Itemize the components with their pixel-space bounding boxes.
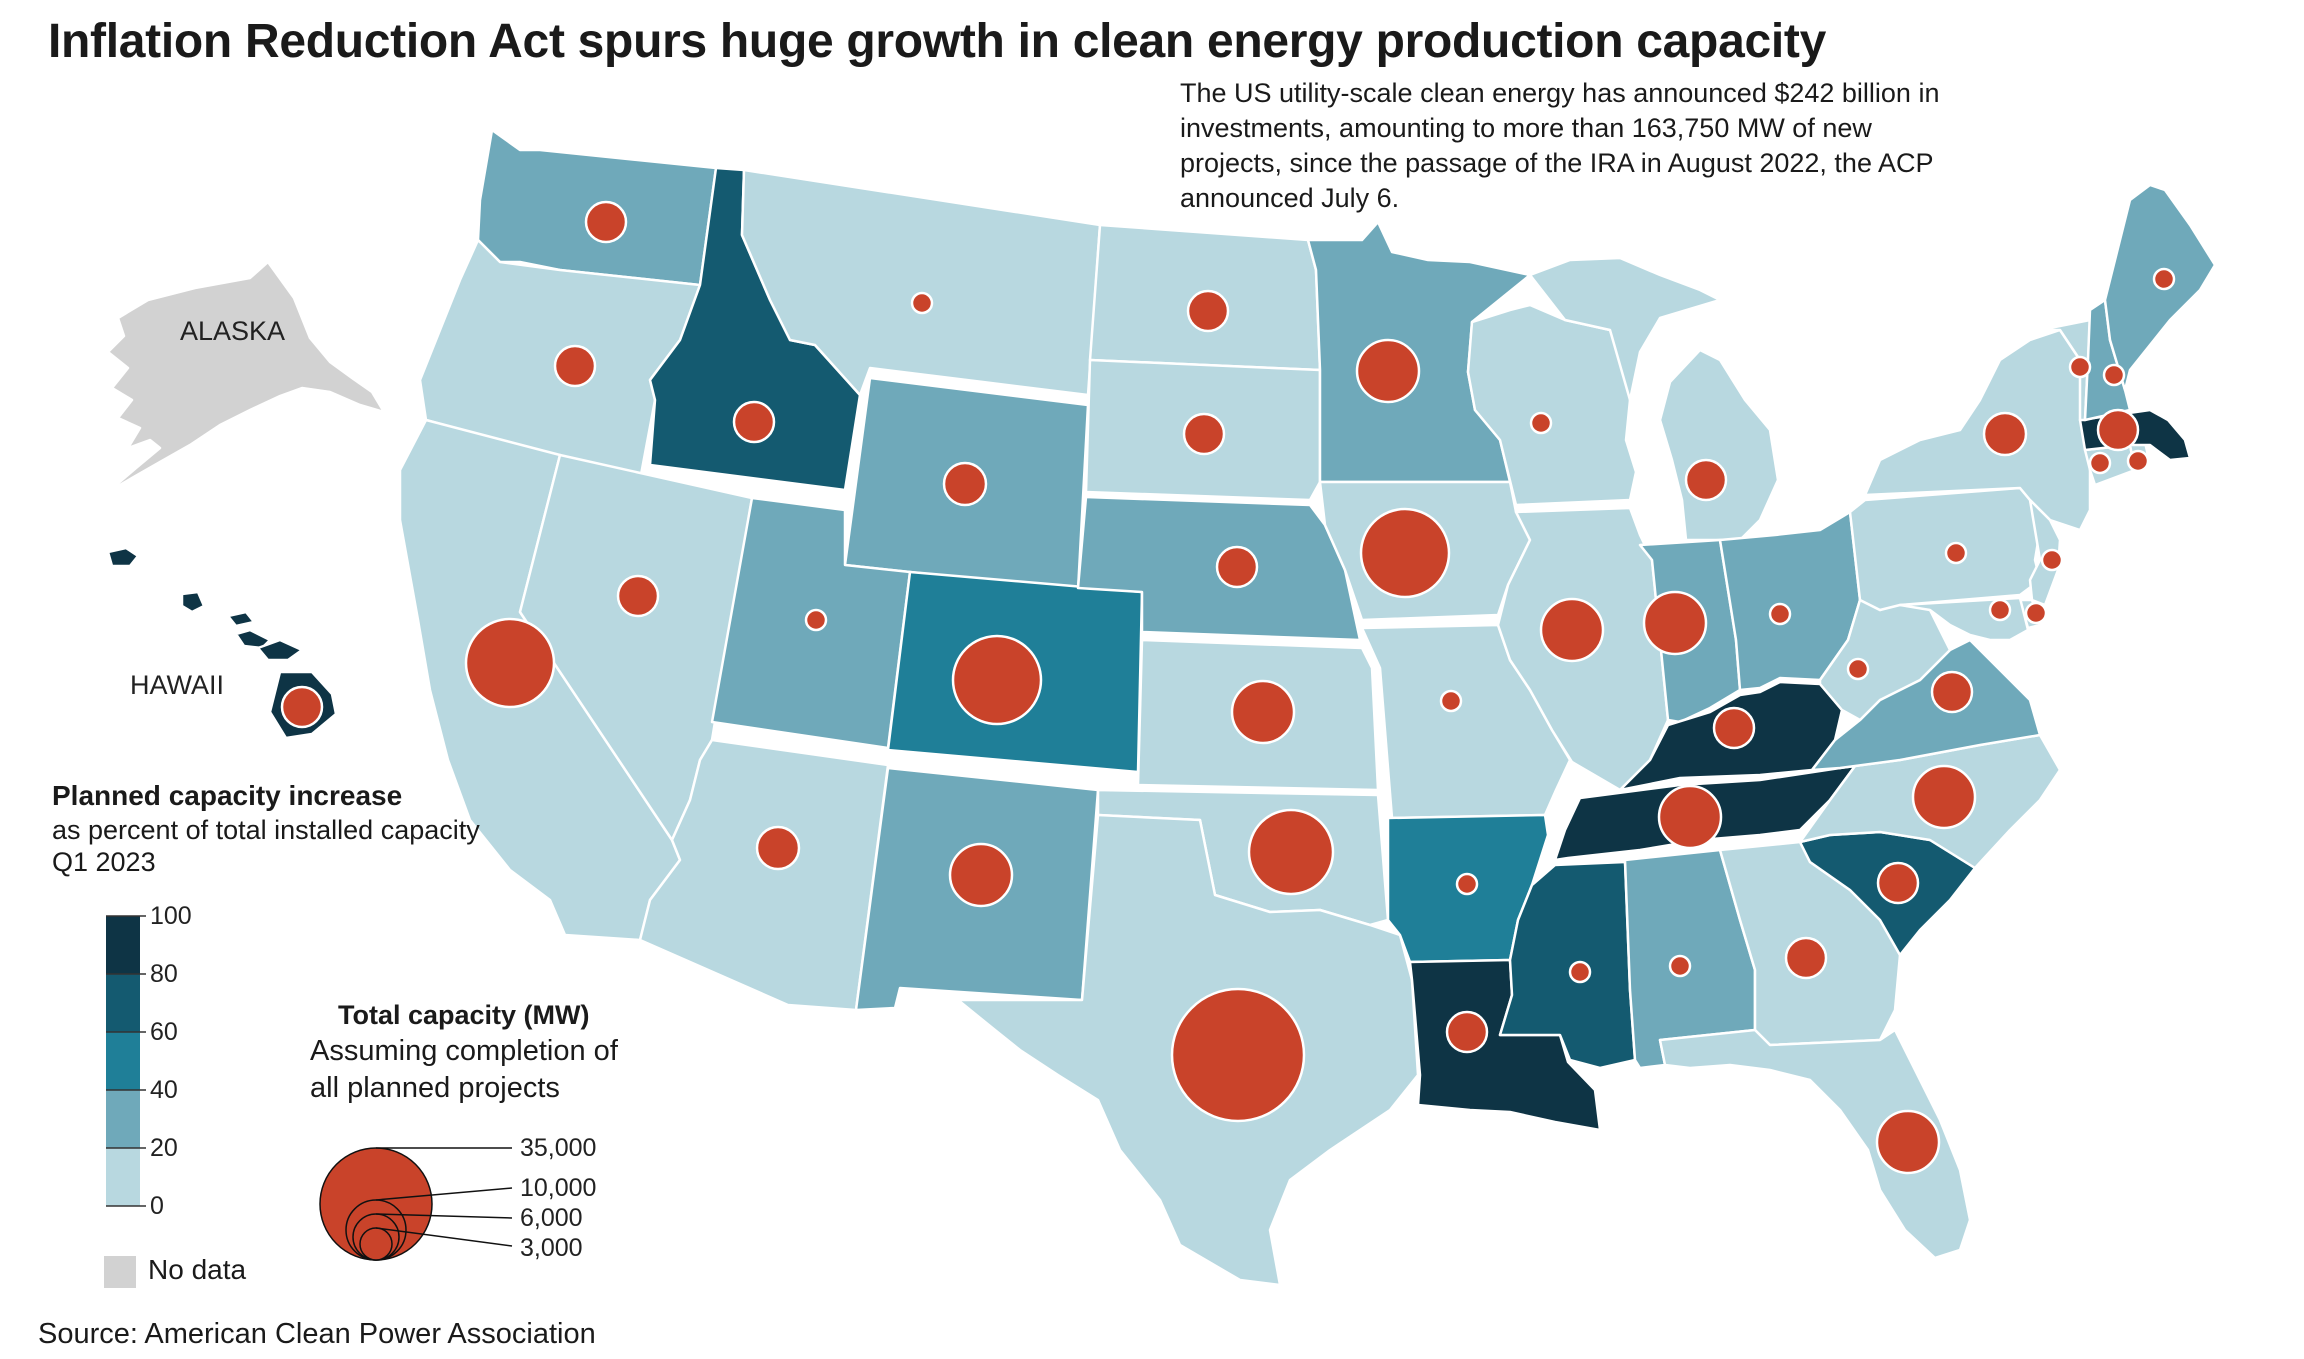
bubble-iowa [1359, 507, 1451, 599]
bubble-new-hampshire [2102, 363, 2126, 387]
bubble-nebraska [1215, 545, 1259, 589]
legend-tick-60: 60 [150, 1018, 178, 1046]
bubble-pennsylvania [1944, 541, 1968, 565]
bubble-maine [2152, 267, 2176, 291]
bubble-south-carolina [1876, 861, 1920, 905]
legend-tick-80: 80 [150, 960, 178, 988]
bubble-new-mexico [948, 842, 1014, 908]
size-legend-title: Total capacity (MW) [338, 1000, 590, 1030]
bubble-north-dakota [1186, 289, 1230, 333]
legend-tick-40: 40 [150, 1076, 178, 1104]
bubble-west-virginia [1846, 657, 1870, 681]
bubble-kansas [1230, 679, 1296, 745]
no-data-label: No data [148, 1254, 247, 1285]
bubble-delaware [2024, 601, 2048, 625]
bubble-virginia [1930, 670, 1974, 714]
state-wisconsin [1466, 303, 1638, 507]
bubble-wyoming [942, 461, 988, 507]
legend-swatch-20-40 [106, 1090, 140, 1148]
bubble-illinois [1539, 597, 1605, 663]
no-data-swatch [104, 1256, 136, 1288]
bubble-arizona [755, 825, 801, 871]
state-alaska [106, 260, 386, 494]
bubble-ohio [1768, 602, 1792, 626]
bubble-arkansas [1455, 872, 1479, 896]
bubble-utah [804, 608, 828, 632]
bubble-massachusetts [2096, 408, 2140, 452]
bubble-maryland [1988, 598, 2012, 622]
bubble-louisiana [1445, 1010, 1489, 1054]
hawaii-label: HAWAII [130, 670, 224, 700]
bubble-kentucky [1712, 706, 1756, 750]
size-legend: 35,000 10,000 6,000 3,000 [319, 1134, 596, 1262]
alaska-label: ALASKA [180, 316, 285, 346]
size-label-35000: 35,000 [520, 1134, 596, 1162]
size-label-3000: 3,000 [520, 1234, 583, 1262]
bubble-north-carolina [1911, 764, 1977, 830]
bubble-rhode-island [2126, 449, 2150, 473]
bubble-florida [1875, 1109, 1941, 1175]
legend-tick-0: 0 [150, 1192, 164, 1220]
bubble-missouri [1439, 689, 1463, 713]
bubble-alabama [1668, 954, 1692, 978]
bubble-vermont [2068, 355, 2092, 379]
state-florida [1658, 1028, 1972, 1260]
bubble-colorado [951, 634, 1043, 726]
bubble-new-york [1982, 411, 2028, 457]
state-pennsylvania [1848, 486, 2042, 612]
chart-title: Inflation Reduction Act spurs huge growt… [48, 15, 1826, 68]
legend-swatch-80-100 [106, 916, 140, 974]
legend-swatch-40-60 [106, 1032, 140, 1090]
bubbles [280, 200, 2176, 1175]
color-legend-title: Planned capacity increase [52, 780, 403, 811]
bubble-new-jersey [2040, 548, 2064, 572]
source-note: Source: American Clean Power Association [38, 1318, 596, 1350]
bubble-montana [910, 291, 934, 315]
color-legend-bar: 100 80 60 40 20 0 [104, 902, 192, 1288]
size-legend-3000 [359, 1227, 393, 1261]
legend-swatch-0-20 [106, 1148, 140, 1206]
bubble-michigan [1684, 458, 1728, 502]
bubble-washington [584, 200, 628, 244]
bubble-connecticut [2088, 451, 2112, 475]
bubble-wisconsin [1529, 411, 1553, 435]
bubble-california [464, 617, 556, 709]
bubble-texas [1170, 987, 1306, 1123]
bubble-minnesota [1355, 338, 1421, 404]
bubble-indiana [1642, 590, 1708, 656]
color-legend-subtitle: as percent of total installed capacity Q… [52, 815, 480, 877]
bubble-south-dakota [1182, 412, 1226, 456]
legend-swatch-60-80 [106, 974, 140, 1032]
bubble-tennessee [1657, 784, 1723, 850]
bubble-mississippi [1568, 960, 1592, 984]
size-label-10000: 10,000 [520, 1174, 596, 1202]
bubble-hawaii [280, 685, 324, 729]
chart-subtitle: The US utility-scale clean energy has an… [1180, 78, 1940, 213]
bubble-nevada [616, 574, 660, 618]
bubble-idaho [732, 400, 776, 444]
bubble-georgia [1784, 936, 1828, 980]
size-label-6000: 6,000 [520, 1204, 583, 1232]
size-legend-subtitle: Assuming completion of all planned proje… [310, 1035, 618, 1104]
bubble-oregon [553, 344, 597, 388]
bubble-oklahoma [1247, 808, 1335, 896]
legend-tick-20: 20 [150, 1134, 178, 1162]
legend-tick-100: 100 [150, 902, 192, 930]
